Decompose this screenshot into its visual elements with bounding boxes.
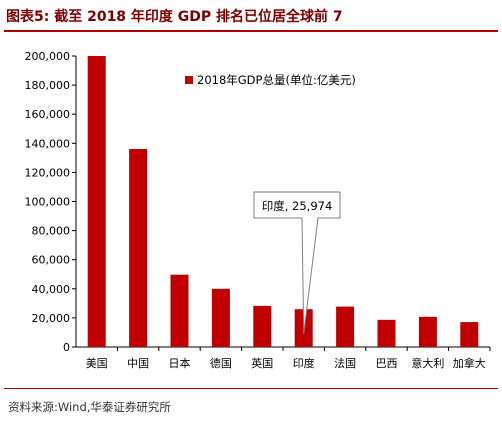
x-tick-label: 中国 bbox=[127, 357, 149, 370]
chart-title: 图表5: 截至 2018 年印度 GDP 排名已位居全球前 7 bbox=[6, 9, 343, 25]
legend-label: 2018年GDP总量(单位:亿美元) bbox=[197, 73, 356, 87]
source-note: 资料来源:Wind,华泰证券研究所 bbox=[8, 400, 171, 414]
x-tick-label: 美国 bbox=[86, 357, 108, 370]
x-tick-label: 加拿大 bbox=[453, 356, 486, 370]
bar bbox=[129, 149, 148, 347]
x-tick-label: 巴西 bbox=[376, 357, 398, 370]
y-tick-label: 140,000 bbox=[25, 137, 71, 150]
y-tick-label: 0 bbox=[63, 341, 70, 354]
y-tick-label: 160,000 bbox=[25, 108, 71, 121]
y-tick-label: 180,000 bbox=[25, 79, 71, 92]
y-tick-label: 40,000 bbox=[32, 283, 71, 296]
annotation-label: 印度, 25,974 bbox=[262, 199, 333, 213]
bar bbox=[460, 322, 479, 347]
x-tick-label: 印度 bbox=[293, 356, 315, 370]
y-tick-label: 60,000 bbox=[32, 254, 71, 267]
y-tick-label: 100,000 bbox=[25, 196, 71, 209]
y-tick-label: 200,000 bbox=[25, 50, 71, 63]
bar bbox=[418, 316, 437, 347]
x-tick-label: 英国 bbox=[251, 356, 273, 370]
bar bbox=[336, 306, 355, 347]
legend-swatch bbox=[185, 76, 193, 84]
title-divider bbox=[4, 30, 498, 32]
y-tick-label: 120,000 bbox=[25, 166, 71, 179]
bar bbox=[87, 56, 106, 347]
x-tick-label: 法国 bbox=[334, 356, 356, 370]
x-tick-label: 日本 bbox=[169, 356, 191, 370]
bar bbox=[170, 274, 189, 347]
bar bbox=[211, 288, 230, 347]
source-divider bbox=[4, 388, 498, 389]
x-tick-label: 德国 bbox=[210, 356, 232, 370]
y-tick-label: 80,000 bbox=[32, 225, 71, 238]
y-tick-label: 20,000 bbox=[32, 312, 71, 325]
bar bbox=[253, 305, 272, 347]
bar-chart: 0 20,000 40,000 60,000 80,000 100,000 120,000 1… bbox=[25, 50, 491, 370]
bar bbox=[377, 319, 396, 347]
annotation-callout bbox=[253, 191, 341, 335]
x-tick-label: 意大利 bbox=[411, 356, 444, 370]
